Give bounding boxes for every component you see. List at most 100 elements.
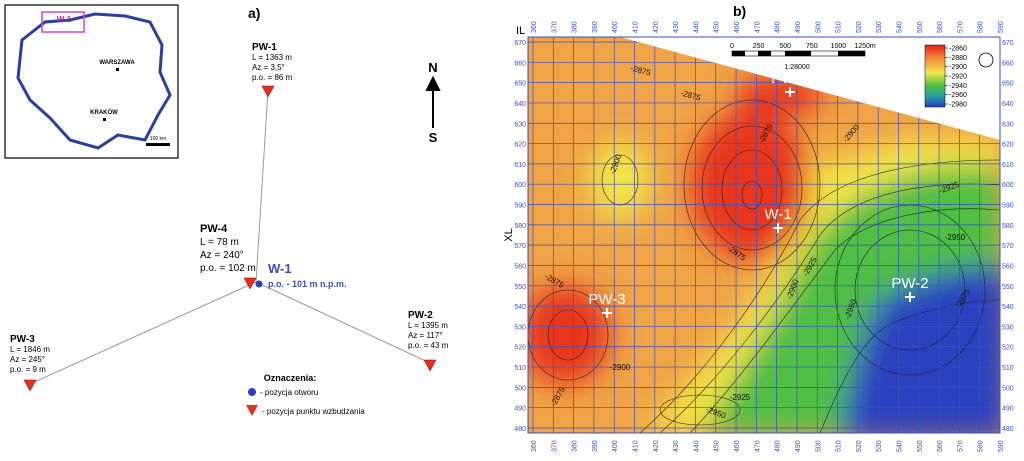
y-tick-label: 590	[514, 203, 526, 210]
colorbar-label: -2920	[949, 74, 967, 81]
link-line	[255, 89, 269, 283]
y-tick-label: 570	[514, 243, 526, 250]
y-tick-label: 620	[514, 142, 526, 149]
x-tick-label: 510	[836, 21, 843, 33]
map-frame	[527, 36, 1001, 434]
colorbar-label: -2960	[949, 92, 967, 99]
inset-scale-bar	[146, 143, 170, 146]
x-tick-label: 540	[896, 21, 903, 33]
x-tick-label: 470	[754, 440, 761, 452]
y-tick-label: 660	[1002, 60, 1014, 67]
x-tick-label: 470	[754, 21, 761, 33]
scale-ratio: 1:28000	[784, 64, 809, 71]
x-tick-label: 390	[592, 440, 599, 452]
x-tick-label: 480	[775, 440, 782, 452]
y-tick-label: 650	[514, 81, 526, 88]
x-tick-label: 480	[775, 21, 782, 33]
x-tick-label: 370	[551, 21, 558, 33]
x-tick-label: 490	[795, 440, 802, 452]
inset-scale-label: 100 km	[150, 136, 166, 142]
colorbar-label: -2860	[949, 46, 967, 53]
link-line	[29, 281, 257, 385]
x-tick-label: 400	[612, 21, 619, 33]
x-tick-label: 590	[998, 21, 1005, 33]
y-tick-label: 650	[1002, 81, 1014, 88]
scale-label: 500	[779, 43, 791, 50]
y-tick-label: 560	[1002, 263, 1014, 270]
x-tick-label: 530	[876, 21, 883, 33]
axis-ticks: 360 360 370 370 380 380 390 390 400 400 410 410 420 4…	[514, 21, 1013, 452]
scale-label: 0	[730, 43, 734, 50]
point-line: p.o. = 102 m	[200, 263, 256, 274]
x-tick-label: 360	[531, 440, 538, 452]
x-tick-label: 410	[633, 21, 640, 33]
y-tick-label: 580	[514, 223, 526, 230]
scale-label: 750	[806, 43, 818, 50]
legend-source-icon	[246, 405, 258, 416]
y-tick-label: 590	[1002, 203, 1014, 210]
city-dot	[116, 68, 119, 71]
point-line: L = 1363 m	[252, 53, 292, 62]
source-point	[243, 277, 257, 290]
point-line: Az = 245°	[10, 355, 45, 364]
point-line: L = 78 m	[200, 237, 239, 248]
x-tick-label: 570	[957, 21, 964, 33]
source-point	[423, 359, 437, 372]
compass	[978, 52, 994, 68]
y-tick-label: 670	[514, 40, 526, 47]
x-tick-label: 410	[633, 440, 640, 452]
no-data-area	[620, 37, 1000, 140]
x-tick-label: 380	[572, 21, 579, 33]
city-dot	[103, 118, 106, 121]
well-label: W-1	[764, 206, 791, 223]
point-line: p.o. = 43 m	[408, 341, 449, 350]
y-tick-label: 550	[1002, 284, 1014, 291]
x-tick-label: 450	[714, 21, 721, 33]
link-line	[255, 281, 431, 364]
legend-title: Oznaczenia:	[264, 373, 317, 383]
y-tick-label: 480	[1002, 426, 1014, 433]
x-tick-label: 520	[856, 21, 863, 33]
x-tick-label: 440	[693, 21, 700, 33]
point-line: L = 1395 m	[408, 321, 448, 330]
point-line: p.o. = 86 m	[252, 73, 293, 82]
well-label: PW-2	[891, 275, 928, 292]
y-tick-label: 580	[1002, 223, 1014, 230]
y-tick-label: 480	[514, 426, 526, 433]
layout-lines	[29, 89, 431, 385]
x-tick-label: 400	[612, 440, 619, 452]
x-tick-label: 570	[957, 440, 964, 452]
north-label: N	[428, 60, 437, 75]
well-label: PW-3	[588, 291, 625, 308]
x-tick-label: 460	[734, 21, 741, 33]
y-tick-label: 640	[1002, 101, 1014, 108]
city-label: KRAKÓW	[90, 108, 118, 116]
x-tick-label: 590	[998, 440, 1005, 452]
x-tick-label: 380	[572, 440, 579, 452]
country-outline	[16, 12, 172, 150]
map-surface: -2875-2875-2900-2900-2875-2875-2925-2950…	[528, 37, 1000, 433]
y-tick-label: 520	[1002, 345, 1014, 352]
colorbar-label: -2980	[949, 102, 967, 109]
x-tick-label: 510	[836, 440, 843, 452]
x-axis-title: IL	[516, 25, 525, 37]
y-tick-label: 560	[514, 263, 526, 270]
x-tick-label: 540	[896, 440, 903, 452]
x-tick-label: 580	[978, 21, 985, 33]
x-tick-label: 370	[551, 440, 558, 452]
point-name: PW-2	[408, 310, 433, 321]
city-label: WARSZAWA	[99, 60, 135, 66]
y-tick-label: 490	[1002, 406, 1014, 413]
y-tick-label: 620	[1002, 142, 1014, 149]
x-tick-label: 460	[734, 440, 741, 452]
legend-well-icon	[248, 388, 256, 396]
inset-well: W-1	[57, 15, 72, 24]
x-tick-label: 360	[531, 21, 538, 33]
source-point	[23, 379, 37, 392]
point-name: PW-3	[10, 334, 35, 345]
y-tick-label: 630	[514, 121, 526, 128]
y-tick-label: 670	[1002, 40, 1014, 47]
contour-label: -2950	[945, 233, 966, 242]
x-tick-label: 440	[693, 440, 700, 452]
x-tick-label: 550	[917, 440, 924, 452]
